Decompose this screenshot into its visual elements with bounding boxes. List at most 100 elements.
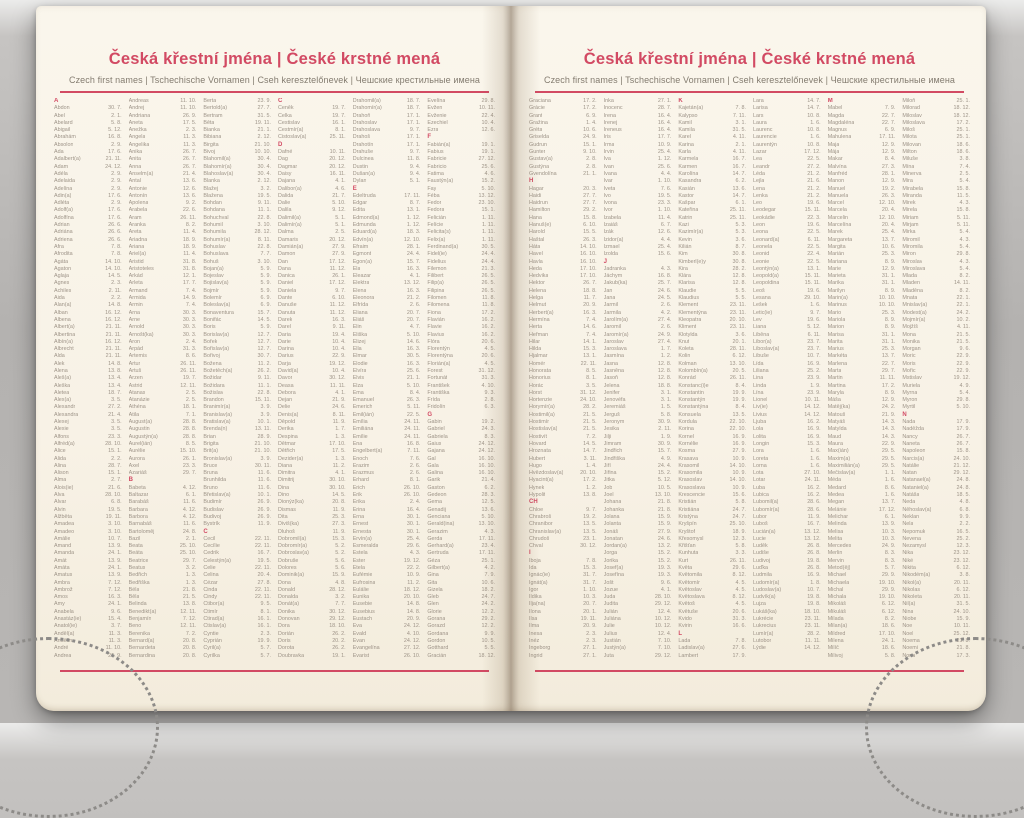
name-day-date: 15. 9. bbox=[956, 616, 971, 623]
name-entry: František 4. 10. bbox=[427, 383, 495, 390]
first-name: Natáša bbox=[902, 492, 920, 499]
name-entry: Marilyn 8. 9. bbox=[828, 288, 896, 295]
name-entry: Mstislav 19. 12. bbox=[902, 375, 970, 382]
first-name: Mnislav(a) bbox=[902, 302, 928, 309]
first-name: Noemi bbox=[902, 645, 918, 652]
name-entry: Erazim 2. 6. bbox=[353, 463, 421, 470]
name-day-date: 17. 12. bbox=[329, 280, 346, 287]
first-name: Fabián(a) bbox=[427, 141, 451, 148]
name-day-date: 26. 9. bbox=[257, 506, 272, 513]
name-day-date: 23. 12. bbox=[953, 550, 971, 557]
page-header: Česká křestní jména | České krstné mená … bbox=[527, 50, 972, 93]
name-entry: Moris 22. 9. bbox=[902, 361, 970, 368]
first-name: Matylda bbox=[827, 426, 847, 433]
first-name: Koleta bbox=[678, 346, 694, 353]
first-name: Gilbert(a) bbox=[427, 565, 450, 571]
first-name: Eliáš bbox=[352, 316, 365, 323]
first-name: Maud bbox=[827, 433, 842, 440]
name-day-date: 27. 12. bbox=[478, 156, 496, 163]
name-entry: Bertram 31. 5. bbox=[203, 113, 271, 120]
name-day-date: 25. 6. bbox=[406, 367, 421, 374]
first-name: Minerva bbox=[902, 170, 922, 177]
name-entry: Květuše 20. 6. bbox=[678, 609, 746, 616]
name-entry: Fridolín 6. 3. bbox=[427, 404, 495, 411]
name-day-date: 25. 3. bbox=[881, 309, 896, 316]
name-day-date: 5. 12. bbox=[108, 127, 122, 134]
name-day-date: 13. 7. bbox=[881, 353, 896, 360]
name-entry: Háta 14. 10. bbox=[529, 244, 597, 251]
name-day-date: 22. 8. bbox=[257, 214, 272, 221]
first-name: Justián bbox=[603, 637, 621, 644]
first-name: Dalida bbox=[278, 192, 294, 199]
name-entry: Dalimil(a) 5. 1. bbox=[278, 215, 346, 222]
name-day-date: 19. 11. bbox=[580, 616, 597, 623]
names-columns: A Abdon 30. 7. Ábel 2. 1. Abelard 5. 8. Abigail… bbox=[52, 98, 497, 669]
name-day-date: 14. 5. bbox=[583, 440, 597, 447]
first-name: Gerald(ina) bbox=[427, 521, 455, 528]
name-day-date: 1. 6. bbox=[810, 462, 821, 469]
name-column: Drahomil(a) 18. 7. Drahomír(a) 18. 7. Drahoň… bbox=[353, 98, 421, 669]
name-day-date: 17. 5. bbox=[182, 119, 197, 126]
name-day-date: 5. 6. bbox=[335, 565, 346, 571]
name-day-date: 7. 6. bbox=[660, 185, 672, 192]
first-name: Čestislav bbox=[278, 119, 300, 126]
first-name: Albín(a) bbox=[54, 338, 73, 345]
name-day-date: 26. 7. bbox=[583, 280, 597, 287]
name-day-date: 15. 11. bbox=[804, 207, 821, 214]
name-day-date: 30. 7. bbox=[108, 105, 122, 112]
name-day-date: 12. 8. bbox=[657, 360, 672, 367]
name-day-date: 16. 8. bbox=[108, 134, 122, 141]
first-name: Adéla bbox=[54, 170, 68, 177]
name-entry: Brandon 15. 11. bbox=[203, 397, 271, 404]
name-day-date: 2. 8. bbox=[484, 397, 496, 404]
name-day-date: 7. 12. bbox=[182, 616, 197, 623]
name-day-date: 30. 9. bbox=[657, 419, 672, 426]
first-name: Bojan(a) bbox=[203, 265, 224, 272]
name-day-date: 17. 11. bbox=[478, 535, 496, 542]
name-day-date: 7. 8. bbox=[111, 243, 122, 250]
name-day-date: 24. 6. bbox=[657, 535, 672, 542]
name-day-date: 27. 7. bbox=[583, 192, 597, 199]
first-name: Blahomír(a) bbox=[203, 163, 232, 170]
name-day-date: 4. 12. bbox=[182, 484, 197, 491]
name-day-date: 24. 4. bbox=[481, 251, 496, 258]
first-name: Herbert(a) bbox=[529, 309, 554, 316]
name-day-date: 11. 3. bbox=[108, 637, 122, 644]
name-day-date: 27. 7. bbox=[257, 105, 272, 112]
name-entry: Jadranka 4. 3. bbox=[604, 266, 672, 273]
first-name: Augustin bbox=[128, 426, 150, 433]
first-name: Ariana bbox=[128, 243, 145, 250]
name-entry: Juda 28. 10. bbox=[604, 594, 672, 601]
first-name: Miloslava bbox=[902, 119, 925, 126]
name-entry: Krescencie 15. 6. bbox=[678, 492, 746, 499]
name-entry: Edvín(a) 12. 10. bbox=[353, 237, 421, 244]
name-entry: Astrid 12. 11. bbox=[129, 383, 197, 390]
name-day-date: 18. 9. bbox=[732, 528, 747, 535]
name-day-date: 6. 7. bbox=[660, 222, 672, 229]
name-day-date: 28. 8. bbox=[182, 426, 197, 433]
name-day-date: 19. 5. bbox=[257, 557, 272, 564]
name-entry: Fedor 23. 10. bbox=[427, 200, 495, 207]
first-name: Mirek bbox=[902, 200, 916, 207]
name-day-date: 7. 11. bbox=[407, 448, 421, 455]
name-day-date: 26. 1. bbox=[182, 455, 197, 462]
name-entry: Filibert 26. 5. bbox=[427, 273, 495, 280]
name-day-date: 30. 12. bbox=[329, 375, 346, 382]
name-day-date: 25. 6. bbox=[481, 163, 496, 170]
first-name: Mladěna bbox=[902, 287, 924, 294]
name-entry: Atanas 2. 5. bbox=[129, 390, 197, 397]
name-column: M Mabel 7. 9. Magda 22. 7. Magdaléna 22. 7. Mag… bbox=[828, 98, 896, 669]
name-day-date: 27. 3. bbox=[881, 163, 896, 170]
name-day-date: 31. 5. bbox=[956, 601, 971, 608]
section-letter: K bbox=[678, 98, 683, 104]
name-day-date: 13. 5. bbox=[583, 521, 597, 528]
name-day-date: 29. 12. bbox=[654, 601, 672, 608]
name-entry: Leonie 22. 5. bbox=[753, 259, 821, 266]
first-name: Milena bbox=[827, 637, 844, 644]
first-name: Adolfína bbox=[54, 214, 74, 221]
first-name: Inesa bbox=[529, 630, 543, 637]
first-name: Faustýn(a) bbox=[427, 178, 454, 185]
name-day-date: 2. 1. bbox=[735, 141, 747, 148]
name-entry: Monika 21. 5. bbox=[902, 339, 970, 346]
first-name: Naděžda bbox=[902, 426, 924, 433]
